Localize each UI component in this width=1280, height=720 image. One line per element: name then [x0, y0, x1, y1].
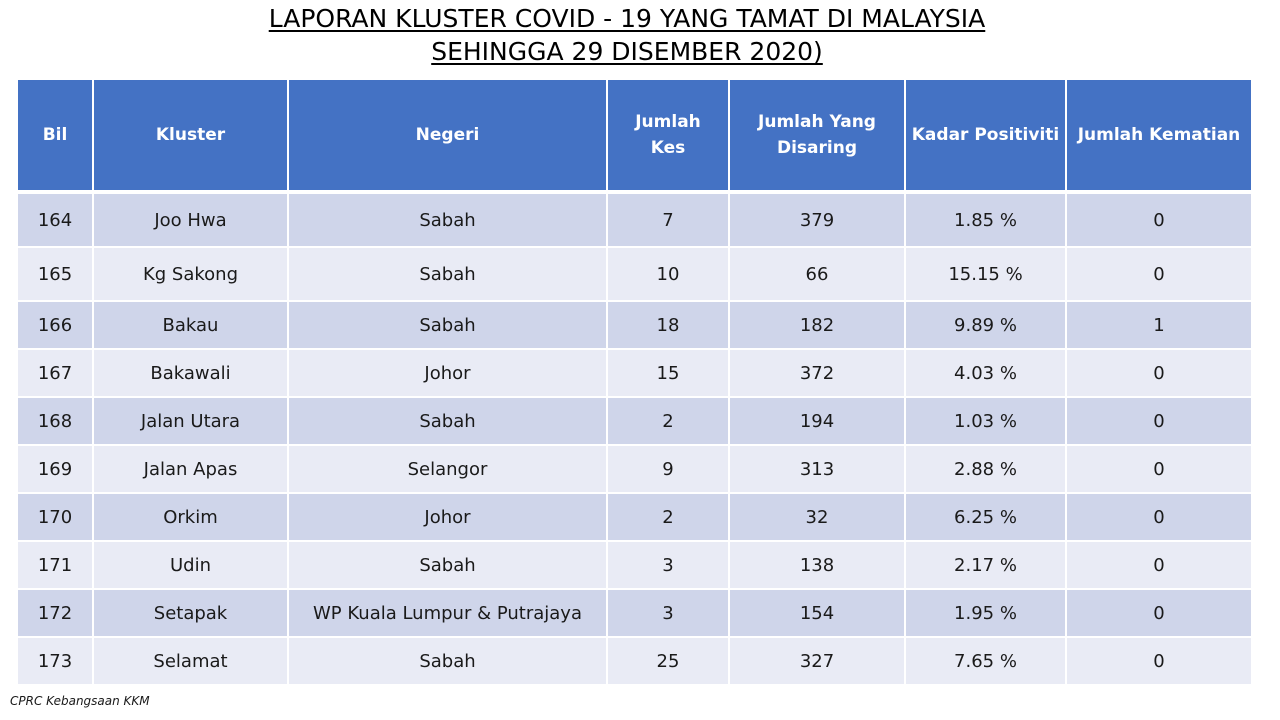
cell-bil: 173 [18, 637, 94, 686]
cell-jumlah-kematian: 0 [1066, 637, 1251, 686]
cell-kluster: Bakawali [93, 349, 289, 398]
cell-jumlah-kematian: 1 [1066, 301, 1251, 350]
report-title-line-1: LAPORAN KLUSTER COVID - 19 YANG TAMAT DI… [268, 4, 986, 33]
cell-jumlah-disaring: 154 [729, 589, 906, 638]
cell-jumlah-disaring: 313 [729, 445, 906, 494]
cell-jumlah-kematian: 0 [1066, 192, 1251, 248]
cell-negeri: Sabah [288, 637, 608, 686]
table-row: 167 Bakawali Johor 15 372 4.03 % 0 [18, 349, 1251, 398]
cell-bil: 164 [18, 192, 94, 248]
cell-jumlah-kematian: 0 [1066, 541, 1251, 590]
header-kluster: Kluster [93, 80, 289, 194]
cell-jumlah-kematian: 0 [1066, 397, 1251, 446]
source-note: CPRC Kebangsaan KKM [10, 694, 150, 708]
header-negeri: Negeri [288, 80, 608, 194]
cell-negeri: Sabah [288, 541, 608, 590]
table-row: 170 Orkim Johor 2 32 6.25 % 0 [18, 493, 1251, 542]
cell-jumlah-disaring: 32 [729, 493, 906, 542]
cell-negeri: WP Kuala Lumpur & Putrajaya [288, 589, 608, 638]
table-body: 164 Joo Hwa Sabah 7 379 1.85 % 0 165 Kg Sakong Sa… [18, 192, 1251, 686]
cell-bil: 169 [18, 445, 94, 494]
cell-kadar-positiviti: 15.15 % [905, 247, 1067, 302]
cell-kadar-positiviti: 1.95 % [905, 589, 1067, 638]
cell-kluster: Setapak [93, 589, 289, 638]
cell-bil: 167 [18, 349, 94, 398]
cell-kadar-positiviti: 4.03 % [905, 349, 1067, 398]
cell-jumlah-disaring: 327 [729, 637, 906, 686]
cell-bil: 171 [18, 541, 94, 590]
cell-negeri: Selangor [288, 445, 608, 494]
cell-jumlah-kes: 3 [607, 541, 730, 590]
cell-kluster: Bakau [93, 301, 289, 350]
cell-jumlah-kematian: 0 [1066, 349, 1251, 398]
cell-negeri: Johor [288, 493, 608, 542]
cell-kadar-positiviti: 2.17 % [905, 541, 1067, 590]
cell-kluster: Joo Hwa [93, 192, 289, 248]
cell-jumlah-kes: 2 [607, 493, 730, 542]
table-row: 169 Jalan Apas Selangor 9 313 2.88 % 0 [18, 445, 1251, 494]
header-jumlah-disaring: Jumlah Yang Disaring [729, 80, 906, 194]
cell-kadar-positiviti: 6.25 % [905, 493, 1067, 542]
cell-jumlah-kes: 2 [607, 397, 730, 446]
cell-jumlah-kes: 7 [607, 192, 730, 248]
cell-jumlah-kematian: 0 [1066, 493, 1251, 542]
table-row: 172 Setapak WP Kuala Lumpur & Putrajaya 3 15… [18, 589, 1251, 638]
cell-jumlah-kes: 18 [607, 301, 730, 350]
cell-jumlah-kes: 10 [607, 247, 730, 302]
table-row: 173 Selamat Sabah 25 327 7.65 % 0 [18, 637, 1251, 686]
cell-jumlah-disaring: 379 [729, 192, 906, 248]
cell-jumlah-kes: 15 [607, 349, 730, 398]
cell-kluster: Kg Sakong [93, 247, 289, 302]
header-jumlah-kes: Jumlah Kes [607, 80, 730, 194]
report-title-line-2: SEHINGGA 29 DISEMBER 2020) [431, 37, 823, 66]
cell-bil: 168 [18, 397, 94, 446]
cell-jumlah-kes: 3 [607, 589, 730, 638]
cell-negeri: Sabah [288, 192, 608, 248]
header-kadar-positiviti: Kadar Positiviti [905, 80, 1067, 194]
cell-kadar-positiviti: 7.65 % [905, 637, 1067, 686]
cell-jumlah-disaring: 194 [729, 397, 906, 446]
cell-negeri: Sabah [288, 397, 608, 446]
cell-negeri: Sabah [288, 247, 608, 302]
cell-kluster: Selamat [93, 637, 289, 686]
table-row: 171 Udin Sabah 3 138 2.17 % 0 [18, 541, 1251, 590]
cell-jumlah-disaring: 372 [729, 349, 906, 398]
cell-jumlah-kematian: 0 [1066, 247, 1251, 302]
cell-kluster: Udin [93, 541, 289, 590]
cell-bil: 166 [18, 301, 94, 350]
cluster-table: Bil Kluster Negeri Jumlah Kes Jumlah Yang… [18, 80, 1251, 686]
cell-negeri: Sabah [288, 301, 608, 350]
cell-jumlah-kematian: 0 [1066, 445, 1251, 494]
table-row: 165 Kg Sakong Sabah 10 66 15.15 % 0 [18, 247, 1251, 302]
cell-kluster: Jalan Utara [93, 397, 289, 446]
cell-kadar-positiviti: 9.89 % [905, 301, 1067, 350]
cell-bil: 172 [18, 589, 94, 638]
cell-jumlah-disaring: 138 [729, 541, 906, 590]
table-row: 168 Jalan Utara Sabah 2 194 1.03 % 0 [18, 397, 1251, 446]
cell-negeri: Johor [288, 349, 608, 398]
cell-bil: 170 [18, 493, 94, 542]
cell-jumlah-disaring: 66 [729, 247, 906, 302]
cell-kadar-positiviti: 1.85 % [905, 192, 1067, 248]
header-jumlah-kematian: Jumlah Kematian [1066, 80, 1251, 194]
table-row: 164 Joo Hwa Sabah 7 379 1.85 % 0 [18, 192, 1251, 248]
cell-jumlah-kes: 25 [607, 637, 730, 686]
table-row: 166 Bakau Sabah 18 182 9.89 % 1 [18, 301, 1251, 350]
table-header-row: Bil Kluster Negeri Jumlah Kes Jumlah Yang… [18, 80, 1251, 194]
report-title: LAPORAN KLUSTER COVID - 19 YANG TAMAT DI… [0, 2, 1254, 68]
cell-jumlah-kes: 9 [607, 445, 730, 494]
cell-kadar-positiviti: 2.88 % [905, 445, 1067, 494]
cell-kluster: Jalan Apas [93, 445, 289, 494]
cell-jumlah-kematian: 0 [1066, 589, 1251, 638]
cell-bil: 165 [18, 247, 94, 302]
cell-jumlah-disaring: 182 [729, 301, 906, 350]
header-bil: Bil [18, 80, 94, 194]
cell-kluster: Orkim [93, 493, 289, 542]
cell-kadar-positiviti: 1.03 % [905, 397, 1067, 446]
